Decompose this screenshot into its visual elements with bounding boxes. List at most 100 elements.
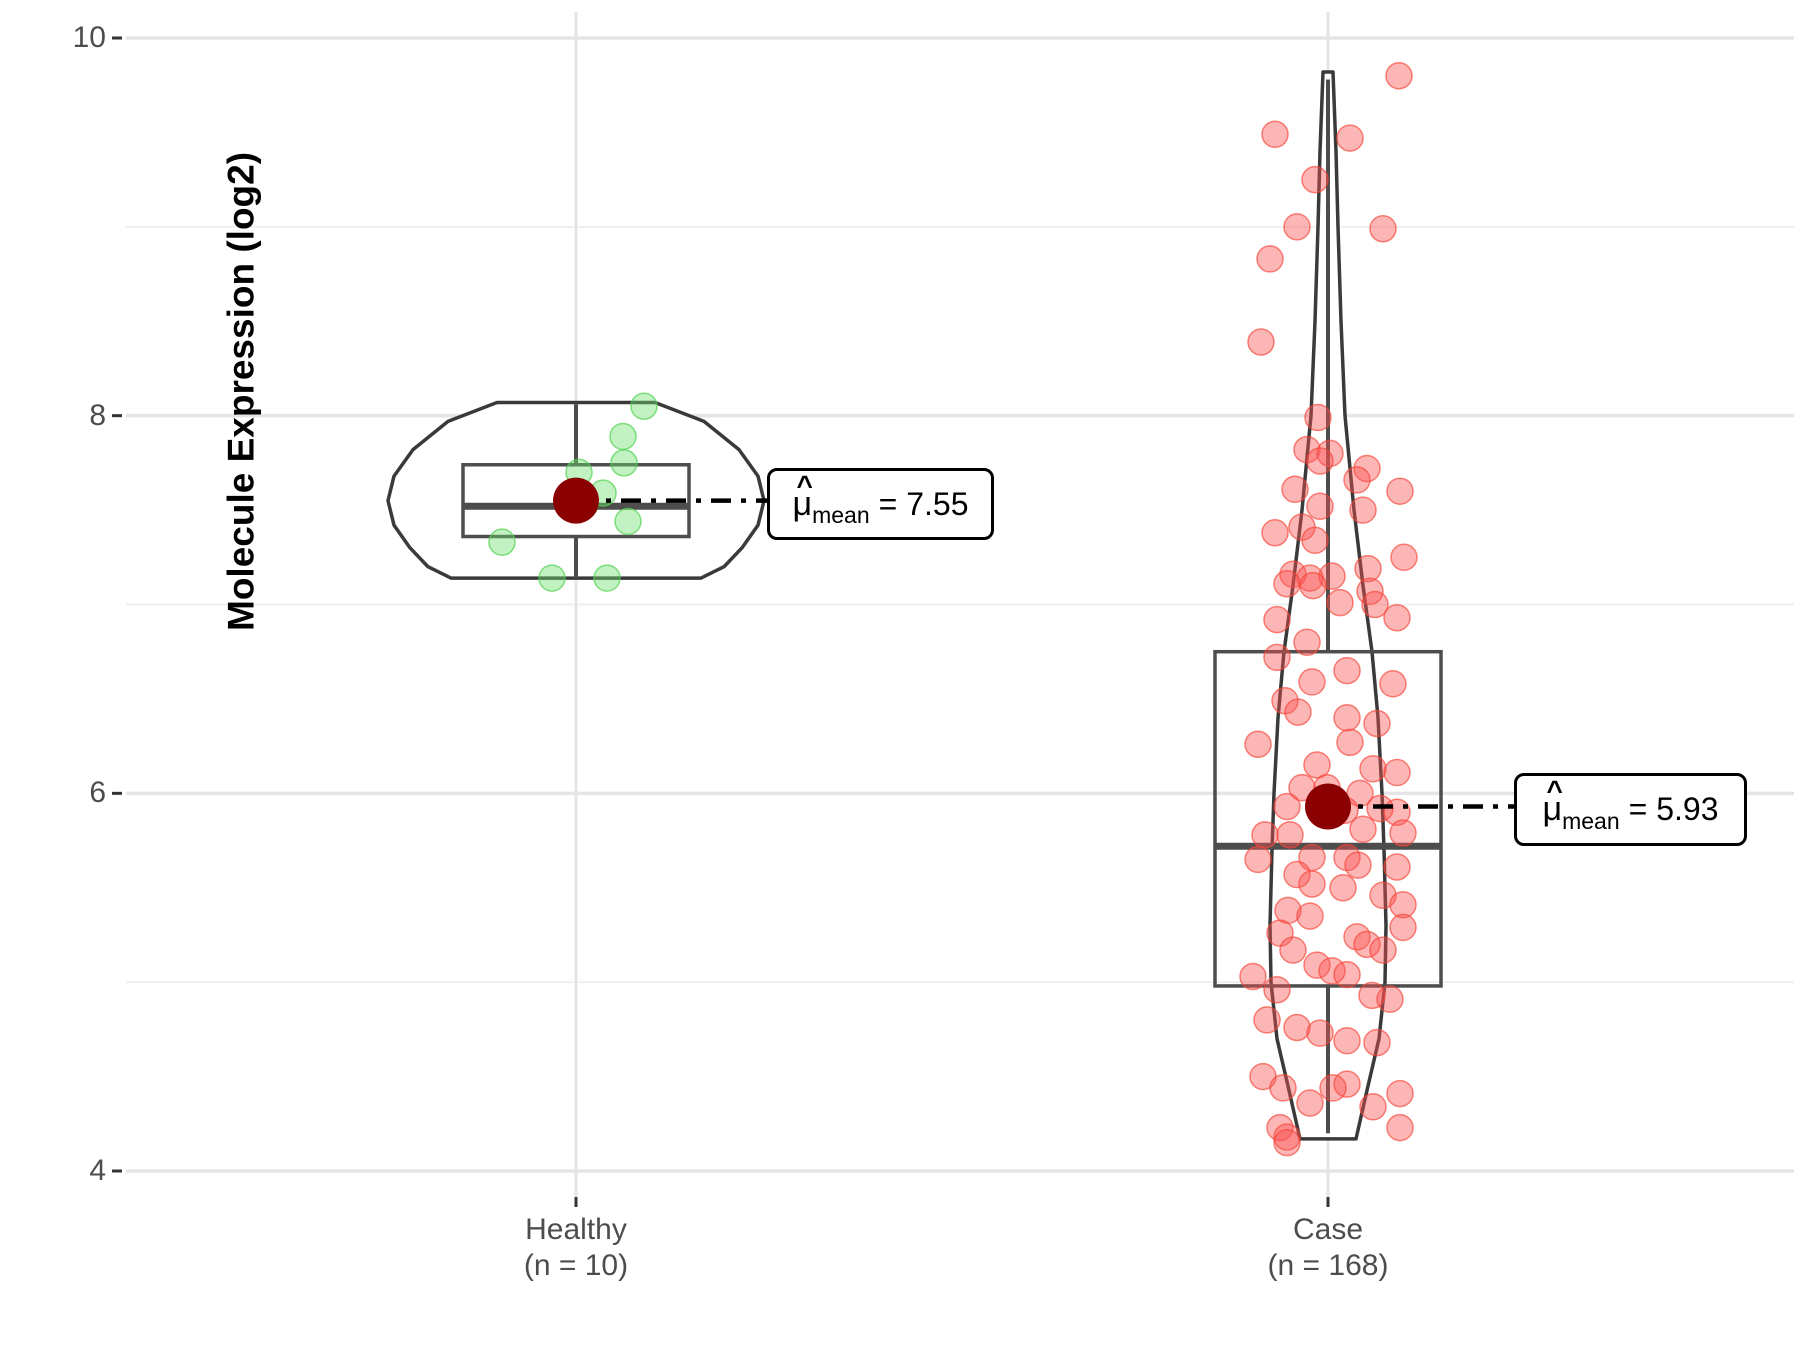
jitter-point-case-31 (1383, 603, 1411, 632)
jitter-point-case-40 (1333, 704, 1361, 732)
jitter-point-healthy-2 (610, 449, 638, 477)
jitter-point-case-43 (1244, 730, 1272, 758)
jitter-point-healthy-0 (630, 392, 658, 420)
y-axis-title: Molecule Expression (log2) (220, 151, 262, 631)
mean-subscript: mean (1562, 808, 1620, 834)
mean-annotation-case: μ ^ mean = 5.93 (1514, 773, 1747, 846)
jitter-point-case-92 (1386, 1079, 1414, 1108)
jitter-point-case-69 (1296, 902, 1324, 930)
jitter-point-case-22 (1354, 554, 1382, 583)
jitter-point-case-41 (1363, 709, 1391, 738)
mu-symbol: μ ^ (792, 469, 813, 523)
jitter-point-case-32 (1263, 605, 1291, 634)
jitter-point-case-84 (1283, 1013, 1311, 1042)
mean-dot-healthy (553, 477, 599, 524)
jitter-point-case-64 (1298, 870, 1326, 898)
jitter-point-case-29 (1326, 588, 1354, 617)
x-category-case-line1: Case (1292, 1213, 1364, 1246)
mean-value-text: = 7.55 (878, 485, 969, 522)
jitter-point-case-74 (1279, 936, 1307, 964)
hat-accent: ^ (1546, 775, 1563, 806)
jitter-point-case-36 (1298, 668, 1326, 696)
jitter-point-case-65 (1329, 874, 1357, 902)
jitter-point-case-8 (1304, 403, 1332, 432)
jitter-point-case-26 (1273, 569, 1301, 598)
jitter-point-case-1 (1261, 120, 1289, 149)
mu-symbol: μ ^ (1542, 775, 1563, 828)
box-case (1213, 649, 1443, 988)
jitter-point-case-76 (1303, 951, 1331, 979)
jitter-point-case-81 (1358, 981, 1386, 1010)
y-tick-label-8: 8 (89, 399, 106, 432)
jitter-point-case-15 (1386, 477, 1414, 505)
y-tick-label-10: 10 (72, 21, 106, 54)
jitter-point-case-66 (1369, 881, 1397, 910)
jitter-point-case-75 (1369, 936, 1397, 964)
jitter-point-case-17 (1349, 496, 1377, 524)
jitter-point-case-94 (1359, 1093, 1387, 1121)
jitter-point-case-4 (1283, 213, 1311, 241)
jitter-point-case-57 (1276, 821, 1304, 849)
jitter-point-case-98 (1273, 1128, 1301, 1157)
x-category-label-case: Case (n = 168) (1178, 1212, 1478, 1284)
mean-value-text: = 5.93 (1628, 791, 1719, 827)
jitter-point-case-54 (1349, 815, 1377, 843)
jitter-point-case-0 (1385, 62, 1413, 90)
jitter-point-case-50 (1273, 792, 1301, 821)
jitter-point-case-93 (1296, 1089, 1324, 1117)
jitter-point-case-46 (1383, 758, 1411, 787)
y-tick-label-4: 4 (89, 1154, 106, 1187)
jitter-point-case-14 (1281, 475, 1309, 504)
jitter-point-case-80 (1263, 975, 1291, 1004)
jitter-point-case-7 (1247, 328, 1275, 356)
jitter-point-healthy-6 (614, 507, 642, 536)
jitter-point-healthy-1 (609, 422, 637, 451)
jitter-point-case-3 (1301, 165, 1329, 194)
jitter-point-case-95 (1266, 1113, 1294, 1142)
mean-dot-case (1305, 783, 1351, 830)
jitter-point-healthy-9 (593, 564, 621, 592)
hat-accent: ^ (796, 469, 813, 501)
jitter-point-case-27 (1299, 571, 1327, 600)
jitter-point-healthy-8 (538, 564, 566, 592)
jitter-point-case-6 (1256, 245, 1284, 273)
jitter-point-case-82 (1376, 985, 1404, 1013)
jitter-point-case-30 (1361, 590, 1389, 619)
x-category-case-line2: (n = 168) (1267, 1249, 1389, 1282)
jitter-point-case-91 (1319, 1074, 1347, 1102)
y-tick-label-6: 6 (89, 776, 106, 809)
jitter-point-case-20 (1301, 526, 1329, 555)
jitter-point-case-2 (1336, 124, 1364, 152)
jitter-point-case-58 (1244, 845, 1272, 874)
jitter-point-case-13 (1343, 466, 1371, 494)
jitter-point-case-55 (1389, 819, 1417, 847)
jitter-point-case-21 (1390, 543, 1418, 572)
jitter-point-case-67 (1389, 890, 1417, 919)
jitter-point-case-33 (1293, 628, 1321, 657)
jitter-point-case-96 (1386, 1113, 1414, 1142)
jitter-point-healthy-7 (488, 528, 516, 556)
jitter-point-case-42 (1336, 728, 1364, 757)
x-category-label-healthy: Healthy (n = 10) (426, 1212, 726, 1284)
jitter-point-case-37 (1379, 670, 1407, 698)
x-category-healthy-line1: Healthy (525, 1213, 627, 1246)
jitter-point-case-86 (1333, 1026, 1361, 1055)
jitter-point-case-83 (1253, 1006, 1281, 1034)
jitter-point-case-62 (1383, 853, 1411, 881)
box-healthy (461, 463, 691, 539)
jitter-point-case-70 (1389, 913, 1417, 942)
jitter-point-case-11 (1306, 447, 1334, 475)
jitter-point-case-90 (1269, 1074, 1297, 1102)
jitter-point-case-44 (1303, 751, 1331, 779)
jitter-point-case-56 (1251, 821, 1279, 849)
mean-annotation-healthy: μ ^ mean = 7.55 (767, 468, 994, 540)
jitter-point-case-85 (1306, 1019, 1334, 1047)
jitter-point-case-97 (1273, 1123, 1301, 1151)
mean-subscript: mean (812, 502, 870, 528)
jitter-point-case-34 (1263, 643, 1291, 672)
jitter-point-case-35 (1333, 656, 1361, 685)
jitter-point-case-5 (1369, 214, 1397, 243)
jitter-point-case-19 (1261, 518, 1289, 547)
